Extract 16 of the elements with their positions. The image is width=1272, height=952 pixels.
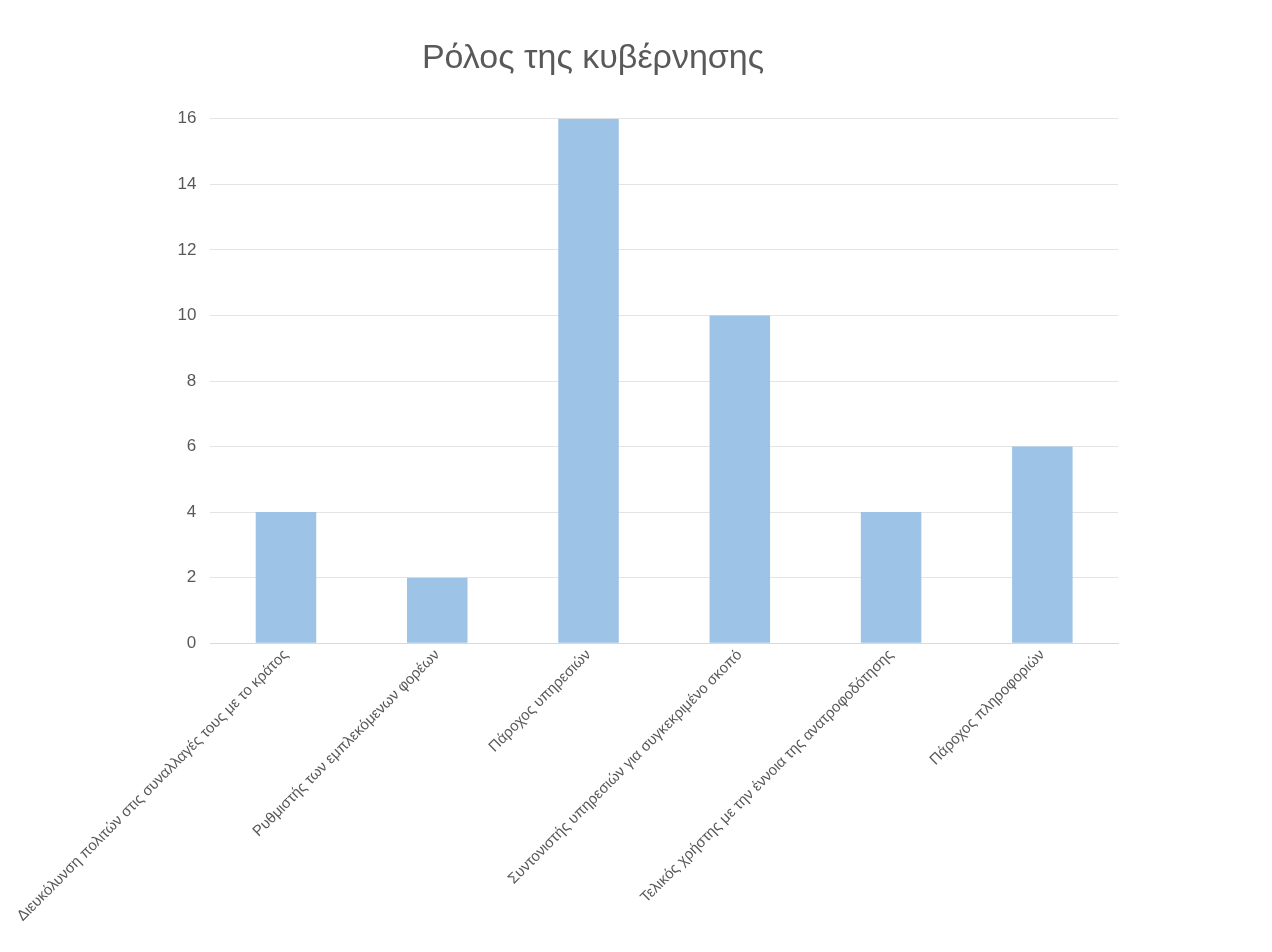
bar: [1012, 446, 1073, 643]
y-tick-label: 14: [177, 174, 197, 194]
bar: [709, 315, 771, 643]
bar: [407, 577, 468, 643]
y-tick-label: 16: [177, 108, 197, 128]
bar: [860, 512, 922, 643]
bar: [255, 512, 317, 643]
y-tick-label: 2: [186, 567, 197, 587]
y-tick-label: 4: [186, 501, 197, 521]
chart-title: Ρόλος της κυβέρνησης: [421, 36, 765, 75]
bar: [558, 118, 619, 643]
y-tick-label: 8: [186, 370, 197, 390]
y-tick-label: 12: [177, 239, 197, 259]
y-tick-label: 6: [186, 436, 197, 456]
y-tick-label: 0: [186, 632, 197, 652]
y-tick-label: 10: [177, 305, 197, 325]
